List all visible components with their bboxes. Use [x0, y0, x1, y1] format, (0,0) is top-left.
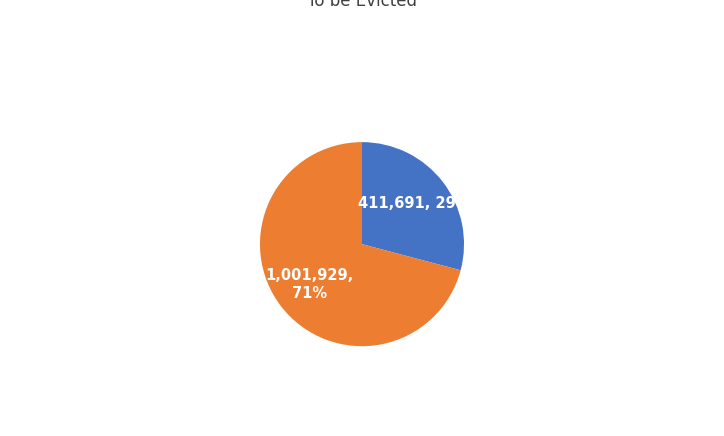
- Wedge shape: [260, 142, 460, 346]
- Text: 411,691, 29%: 411,691, 29%: [358, 196, 471, 211]
- Text: 1,001,929,
71%: 1,001,929, 71%: [265, 269, 353, 301]
- Title: Employment Status AmongThose Who Reported They are Very Likely
To be Evicted: Employment Status AmongThose Who Reporte…: [75, 0, 649, 10]
- Wedge shape: [362, 142, 464, 270]
